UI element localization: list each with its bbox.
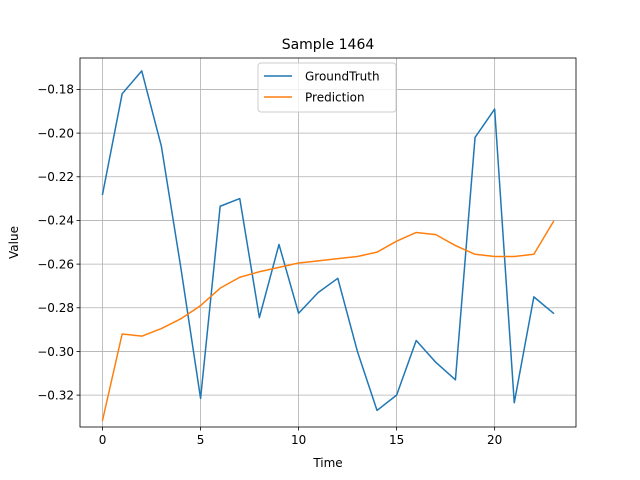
y-tick-label: −0.28 bbox=[37, 301, 74, 315]
y-axis-label: Value bbox=[7, 226, 21, 259]
plot-frame bbox=[79, 57, 577, 428]
y-tick-label: −0.18 bbox=[37, 83, 74, 97]
x-tick-label: 5 bbox=[197, 433, 205, 447]
series-line-prediction bbox=[101, 220, 555, 422]
x-tick-label: 10 bbox=[291, 433, 306, 447]
legend: GroundTruth Prediction bbox=[257, 62, 397, 113]
x-tick-label: 20 bbox=[487, 433, 502, 447]
ticks: 0 5 10 15 20 −0.32 −0.30 −0.28 −0.26 −0.24 −0.22 −0… bbox=[37, 83, 502, 447]
x-tick-label: 0 bbox=[99, 433, 107, 447]
y-tick-label: −0.22 bbox=[37, 170, 74, 184]
y-tick-label: −0.32 bbox=[37, 388, 74, 402]
y-tick-label: −0.20 bbox=[37, 126, 74, 140]
x-axis-label: Time bbox=[312, 456, 342, 470]
series-lines bbox=[101, 70, 555, 422]
legend-label-prediction: Prediction bbox=[305, 91, 365, 105]
legend-frame bbox=[257, 62, 397, 113]
y-tick-label: −0.24 bbox=[37, 214, 74, 228]
x-tick-label: 15 bbox=[389, 433, 404, 447]
grid bbox=[80, 58, 576, 427]
series-line-groundtruth bbox=[101, 70, 555, 412]
y-tick-label: −0.26 bbox=[37, 257, 74, 271]
y-tick-label: −0.30 bbox=[37, 345, 74, 359]
legend-label-groundtruth: GroundTruth bbox=[305, 70, 380, 84]
chart-title: Sample 1464 bbox=[282, 37, 375, 53]
